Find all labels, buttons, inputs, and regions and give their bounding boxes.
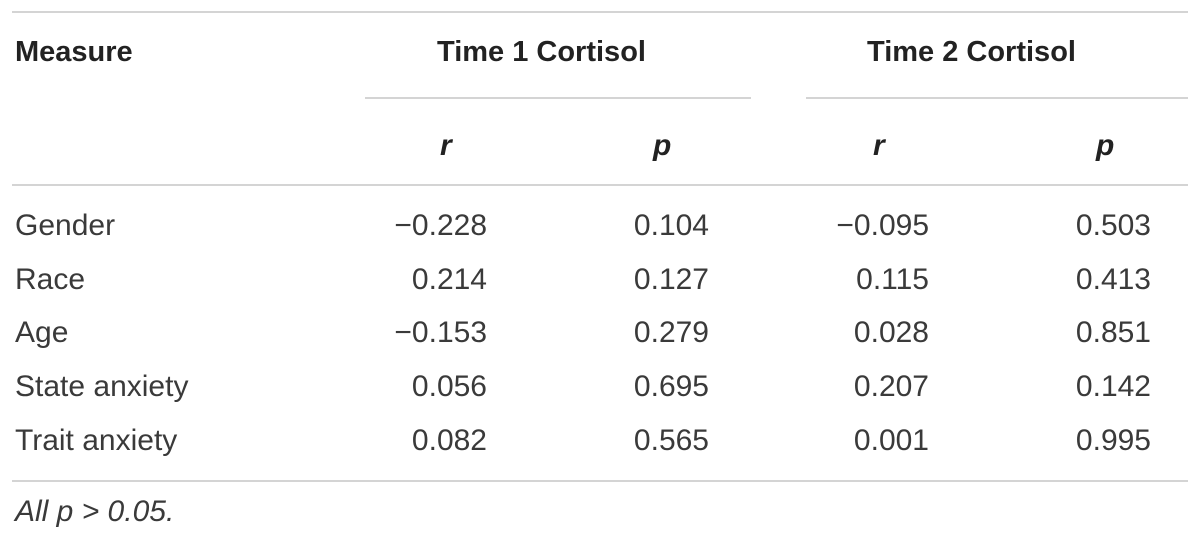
cell-t1-p: 0.127 [633,263,709,296]
time1-group-rule [365,97,751,99]
cell-t1-r: −0.228 [394,209,487,242]
row-measure: Age [15,316,69,349]
cell-t1-r: 0.214 [411,263,487,296]
header-measure: Measure [15,36,133,68]
cell-t1-p: 0.279 [633,316,709,349]
subheader-t2-r: r [873,129,885,162]
cell-t1-r: 0.056 [411,370,487,403]
cell-t2-p: 0.503 [1075,209,1151,242]
row-measure: Race [15,263,86,296]
table-footnote: All p > 0.05. [15,495,175,528]
cell-t2-p: 0.142 [1075,370,1151,403]
header-time1-cortisol: Time 1 Cortisol [437,36,646,68]
cell-t1-r: 0.082 [411,424,487,457]
cell-t1-p: 0.104 [633,209,709,242]
subheader-t1-p: p [653,129,672,162]
cell-t2-r: 0.207 [853,370,929,403]
row-measure: Gender [15,209,116,242]
cell-t2-r: 0.001 [853,424,929,457]
time2-group-rule [806,97,1188,99]
cell-t1-r: −0.153 [394,316,487,349]
table-bottom-rule [12,480,1188,482]
table-top-rule [12,11,1188,13]
cell-t2-p: 0.851 [1075,316,1151,349]
cell-t2-r: −0.095 [836,209,929,242]
cell-t1-p: 0.565 [633,424,709,457]
row-measure: Trait anxiety [15,424,178,457]
cell-t1-p: 0.695 [633,370,709,403]
row-measure: State anxiety [15,370,189,403]
subheader-t2-p: p [1096,129,1115,162]
header-time2-cortisol: Time 2 Cortisol [867,36,1076,68]
cell-t2-r: 0.115 [856,263,929,296]
subheader-t1-r: r [440,129,452,162]
cell-t2-p: 0.413 [1075,263,1151,296]
header-bottom-rule [12,184,1188,186]
cell-t2-r: 0.028 [853,316,929,349]
cell-t2-p: 0.995 [1075,424,1151,457]
